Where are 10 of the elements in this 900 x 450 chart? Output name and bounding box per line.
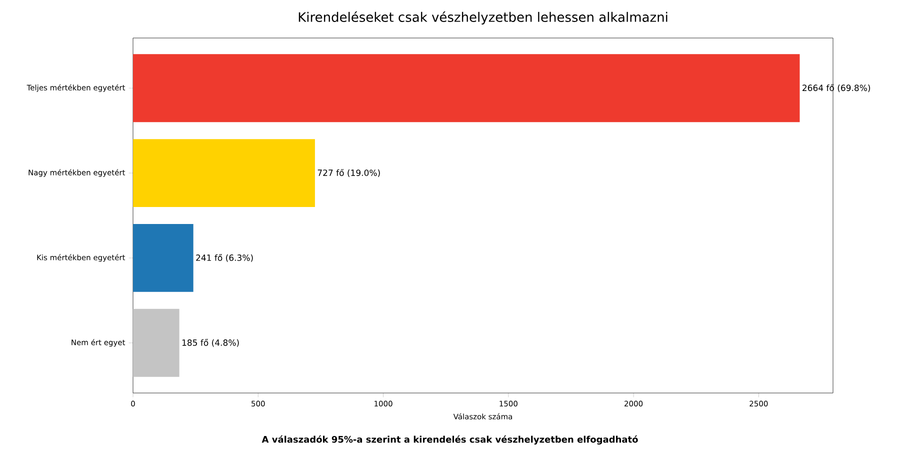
data-label: 2664 fő (69.8%) xyxy=(802,84,870,92)
bar xyxy=(133,224,194,292)
chart-title: Kirendeléseket csak vészhelyzetben lehessen alkalmazni xyxy=(298,11,668,25)
bar xyxy=(133,54,800,122)
bar xyxy=(133,139,315,208)
bar xyxy=(133,308,180,377)
data-label: 241 fő (6.3%) xyxy=(196,254,253,262)
data-label: 727 fő (19.0%) xyxy=(318,169,380,177)
text: A válaszadók 95%-a szerint a kirendelés csak vészhelyzetben elfogadható xyxy=(262,435,638,445)
data-label: 185 fő (4.8%) xyxy=(182,338,239,347)
